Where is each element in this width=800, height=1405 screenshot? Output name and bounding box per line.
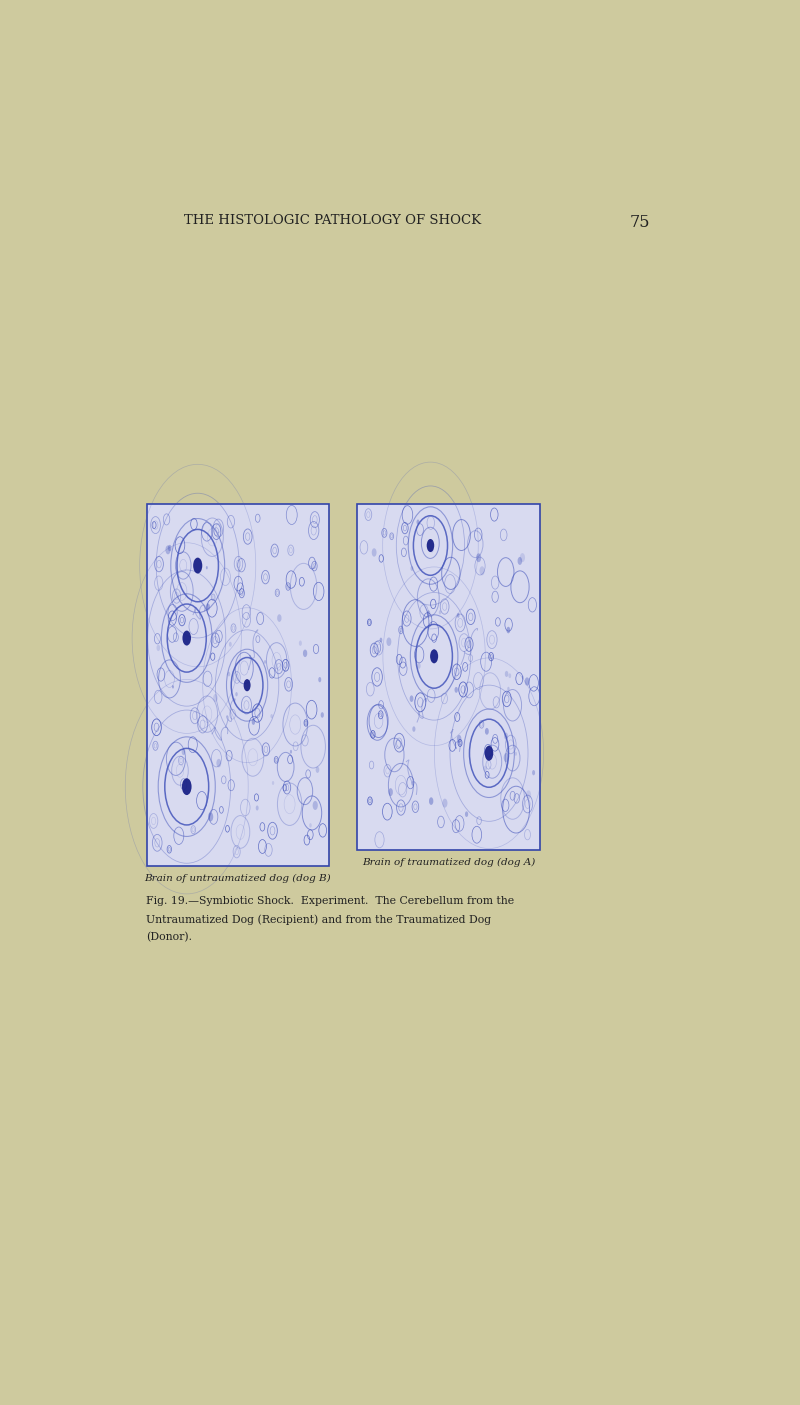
Bar <box>146 504 330 867</box>
Circle shape <box>386 638 391 646</box>
Circle shape <box>430 547 434 552</box>
Circle shape <box>532 770 535 776</box>
Text: Brain of untraumatized dog (dog B): Brain of untraumatized dog (dog B) <box>145 874 331 884</box>
Circle shape <box>522 676 524 679</box>
Circle shape <box>388 788 393 797</box>
Circle shape <box>166 545 170 555</box>
Circle shape <box>182 778 191 795</box>
Circle shape <box>483 766 487 771</box>
Circle shape <box>429 797 434 805</box>
Circle shape <box>235 693 238 697</box>
Circle shape <box>509 673 511 679</box>
Circle shape <box>485 728 489 735</box>
Circle shape <box>506 627 510 634</box>
Text: THE HISTOLOGIC PATHOLOGY OF SHOCK: THE HISTOLOGIC PATHOLOGY OF SHOCK <box>184 214 481 228</box>
Circle shape <box>321 712 324 718</box>
Text: (Donor).: (Donor). <box>146 933 193 943</box>
Circle shape <box>518 556 522 565</box>
Circle shape <box>410 566 414 570</box>
Circle shape <box>430 649 438 663</box>
Circle shape <box>299 641 302 646</box>
Circle shape <box>206 566 208 569</box>
Circle shape <box>379 638 382 642</box>
Circle shape <box>172 686 174 688</box>
Circle shape <box>526 790 531 799</box>
Circle shape <box>504 753 509 763</box>
Circle shape <box>208 812 214 822</box>
Circle shape <box>507 687 510 691</box>
Circle shape <box>514 752 517 756</box>
Text: Brain of traumatized dog (dog A): Brain of traumatized dog (dog A) <box>362 857 535 867</box>
Circle shape <box>182 749 186 754</box>
Circle shape <box>454 687 458 693</box>
Circle shape <box>206 603 210 611</box>
Circle shape <box>313 801 318 809</box>
Circle shape <box>476 554 481 562</box>
Circle shape <box>310 823 312 828</box>
Circle shape <box>479 566 485 575</box>
Circle shape <box>465 811 468 816</box>
Circle shape <box>505 670 508 677</box>
Circle shape <box>290 750 292 753</box>
Circle shape <box>270 714 273 718</box>
Circle shape <box>256 805 258 811</box>
Circle shape <box>438 610 442 614</box>
Circle shape <box>504 732 508 739</box>
Circle shape <box>182 631 191 645</box>
Text: Fig. 19.—Symbiotic Shock.  Experiment.  The Cerebellum from the: Fig. 19.—Symbiotic Shock. Experiment. Th… <box>146 895 514 906</box>
Bar <box>358 504 540 850</box>
Circle shape <box>485 746 494 760</box>
Circle shape <box>427 610 430 617</box>
Circle shape <box>525 677 530 686</box>
Circle shape <box>410 695 414 702</box>
Circle shape <box>264 660 266 663</box>
Circle shape <box>316 767 319 773</box>
Circle shape <box>442 798 447 808</box>
Circle shape <box>193 558 202 573</box>
Circle shape <box>229 642 232 646</box>
Circle shape <box>457 735 462 743</box>
Circle shape <box>417 520 419 524</box>
Text: Untraumatized Dog (Recipient) and from the Traumatized Dog: Untraumatized Dog (Recipient) and from t… <box>146 915 492 924</box>
Circle shape <box>426 540 434 552</box>
Circle shape <box>244 679 250 691</box>
Circle shape <box>157 645 160 651</box>
Circle shape <box>168 545 171 551</box>
Circle shape <box>520 554 525 562</box>
Circle shape <box>412 726 415 732</box>
Circle shape <box>272 781 274 785</box>
Circle shape <box>318 677 322 683</box>
Circle shape <box>252 719 255 725</box>
Circle shape <box>372 548 377 556</box>
Circle shape <box>418 663 421 669</box>
Circle shape <box>213 694 218 702</box>
Circle shape <box>303 649 307 658</box>
Circle shape <box>277 614 282 622</box>
Circle shape <box>227 672 230 676</box>
Circle shape <box>457 613 459 618</box>
Text: 75: 75 <box>629 214 650 230</box>
Circle shape <box>216 759 222 767</box>
